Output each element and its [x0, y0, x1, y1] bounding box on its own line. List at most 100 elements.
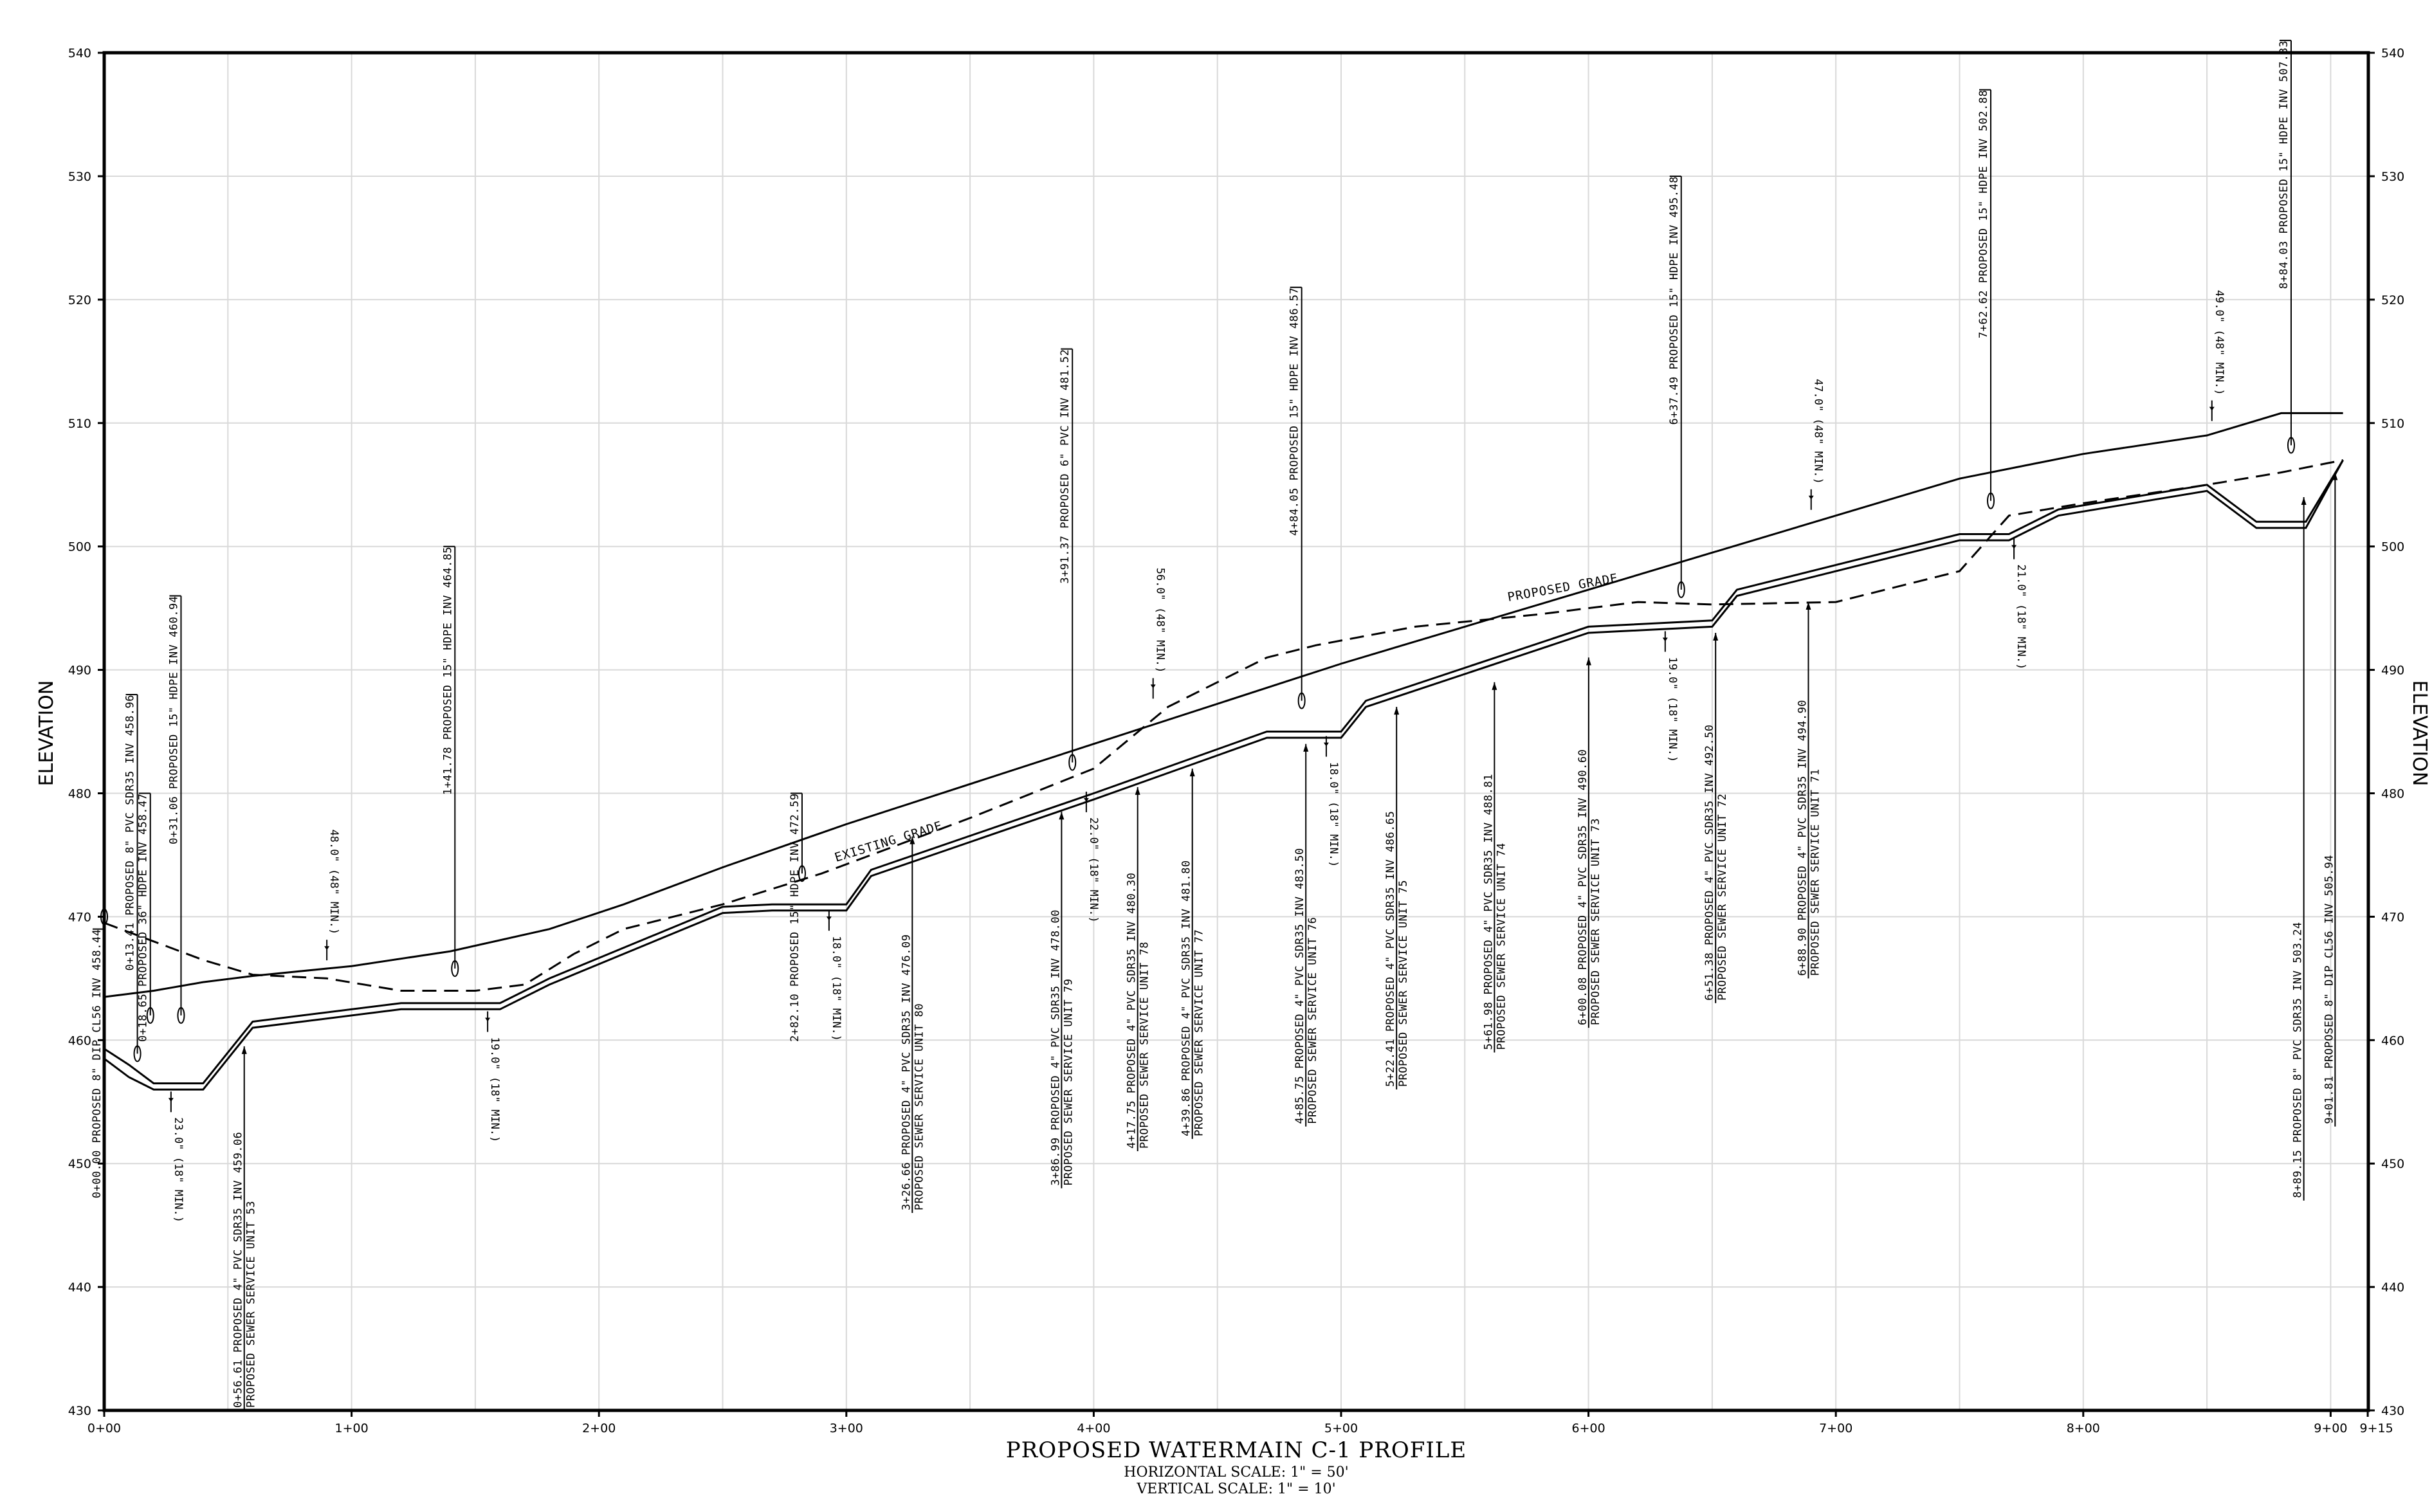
vertical-scale: VERTICAL SCALE: 1" = 10' — [1136, 1481, 1335, 1497]
pipe-crossing-symbol — [177, 1006, 185, 1024]
arrow-icon — [1808, 495, 1814, 500]
drawing-title: PROPOSED WATERMAIN C-1 PROFILE — [1006, 1437, 1467, 1463]
y-tick-label-left: 530 — [68, 170, 91, 184]
arrow-icon — [1806, 602, 1811, 610]
profiles — [104, 412, 2344, 1091]
arrow-icon — [2301, 496, 2307, 505]
service-unit-text: PROPOSED SEWER SERVICE UNIT 79 — [1062, 979, 1075, 1186]
clearance-text: 19.0" (18" MIN.) — [1666, 657, 1679, 762]
y-tick-label-right: 510 — [2381, 417, 2404, 431]
arrow-icon — [1394, 707, 1400, 715]
pipe-crossing-symbol — [146, 1006, 154, 1024]
pipe-crossing-symbol — [133, 1045, 142, 1062]
service-unit-text: PROPOSED SEWER SERVICE UNIT 71 — [1809, 769, 1822, 976]
y-tick-label-right: 540 — [2381, 46, 2404, 60]
clearance-text: 56.0" (48" MIN.) — [1154, 568, 1167, 673]
y-tick-label-right: 490 — [2381, 664, 2404, 678]
y-tick-label-right: 500 — [2381, 540, 2404, 554]
service-text: 0+56.61 PROPOSED 4" PVC SDR35 INV 459.06 — [232, 1132, 245, 1408]
y-tick-label-right: 430 — [2381, 1404, 2404, 1418]
callout-text: 6+37.49 PROPOSED 15" HDPE INV 495.48 — [1668, 176, 1681, 424]
y-tick-label-left: 520 — [68, 293, 91, 307]
x-tick-label: 4+00 — [1077, 1421, 1110, 1435]
pipe-crossing-symbol — [1297, 692, 1306, 709]
y-tick-label-right: 480 — [2381, 787, 2404, 801]
arrow-icon — [241, 1046, 247, 1054]
service-text: 5+22.41 PROPOSED 4" PVC SDR35 INV 486.65 — [1384, 811, 1397, 1087]
service-text: 6+00.08 PROPOSED 4" PVC SDR35 INV 490.60 — [1577, 749, 1589, 1025]
pipe-crossing-symbol — [798, 865, 806, 882]
service-text: 5+61.98 PROPOSED 4" PVC SDR35 INV 488.81 — [1482, 774, 1495, 1050]
y-tick-label-left: 490 — [68, 664, 91, 678]
arrow-icon — [324, 946, 330, 951]
arrow-icon — [2332, 472, 2338, 480]
left-axis-title: ELEVATION — [35, 680, 58, 787]
clearance-text: 22.0" (18" MIN.) — [1087, 817, 1100, 923]
arrow-icon — [1713, 633, 1719, 641]
pipe-crossing-symbol — [1068, 754, 1077, 771]
arrow-icon — [2011, 545, 2017, 549]
clearance-text: 47.0" (48" MIN.) — [1812, 379, 1825, 484]
callout-text: 0+00.00 PROPOSED 8" DIP CL56 INV 458.44 — [91, 929, 104, 1199]
clearance-text: 18.0" (18" MIN.) — [1327, 762, 1340, 868]
y-tick-label-left: 450 — [68, 1157, 91, 1171]
x-tick-label: 7+00 — [1819, 1421, 1852, 1435]
clearance-text: 49.0" (48" MIN.) — [2213, 290, 2226, 396]
service-unit-text: PROPOSED SEWER SERVICE UNIT 80 — [913, 1003, 926, 1210]
service-text: 3+86.99 PROPOSED 4" PVC SDR35 INV 478.00 — [1049, 909, 1062, 1185]
y-tick-label-left: 460 — [68, 1034, 91, 1048]
service-text: 8+89.15 PROPOSED 8" PVC SDR35 INV 503.24 — [2292, 922, 2305, 1198]
arrow-icon — [1150, 684, 1156, 689]
service-unit-text: PROPOSED SEWER SERVICE UNIT 77 — [1193, 929, 1206, 1136]
callout-text: 4+84.05 PROPOSED 15" HDPE INV 486.57 — [1288, 287, 1301, 536]
callout-text: 2+82.10 PROPOSED 15" HDPE INV 472.59 — [789, 794, 801, 1042]
y-tick-label-left: 540 — [68, 46, 91, 60]
service-unit-text: PROPOSED SEWER SERVICE UNIT 73 — [1589, 818, 1602, 1025]
horizontal-scale: HORIZONTAL SCALE: 1" = 50' — [1124, 1464, 1348, 1480]
y-tick-label-right: 530 — [2381, 170, 2404, 184]
x-tick-label: 1+00 — [335, 1421, 369, 1435]
y-tick-label-left: 430 — [68, 1404, 91, 1418]
callout-text: 0+18.65 PROPOSED 36" HDPE INV 458.47 — [137, 794, 150, 1042]
service-text: 9+01.81 PROPOSED 8" DIP CL56 INV 505.94 — [2323, 855, 2336, 1124]
existing-grade-label: EXISTING GRADE — [833, 819, 944, 865]
arrow-icon — [485, 1017, 491, 1022]
service-unit-text: PROPOSED SEWER SERVICE UNIT 72 — [1716, 794, 1729, 1001]
callout-text: 1+41.78 PROPOSED 15" HDPE INV 464.85 — [441, 547, 454, 795]
arrow-icon — [1135, 787, 1140, 795]
arrow-icon — [168, 1098, 174, 1102]
arrow-icon — [1492, 682, 1497, 690]
y-tick-label-right: 440 — [2381, 1280, 2404, 1295]
watermain-bottom-line — [104, 459, 2344, 1091]
callout-text: 8+84.03 PROPOSED 15" HDPE INV 507.33 — [2278, 41, 2290, 289]
service-text: 4+85.75 PROPOSED 4" PVC SDR35 INV 483.50 — [1294, 848, 1306, 1124]
clearance-text: 48.0" (48" MIN.) — [327, 829, 340, 934]
x-tick-label: 2+00 — [582, 1421, 616, 1435]
arrow-icon — [1083, 797, 1089, 802]
x-tick-label: 0+00 — [87, 1421, 121, 1435]
axis-ticks: 0+00 1+00 2+00 3+00 4+00 5+00 6+00 7+00 8+00 9+00… — [68, 46, 2405, 1435]
service-unit-text: PROPOSED SEWER SERVICE UNIT 76 — [1306, 917, 1319, 1124]
arrow-icon — [1586, 657, 1591, 666]
y-tick-label-left: 470 — [68, 910, 91, 924]
service-text: 6+88.90 PROPOSED 4" PVC SDR35 INV 494.90 — [1797, 700, 1809, 976]
callout-text: 3+91.37 PROPOSED 6" PVC INV 481.52 — [1059, 349, 1072, 584]
service-text: 3+26.66 PROPOSED 4" PVC SDR35 INV 476.09 — [900, 934, 913, 1210]
arrow-icon — [826, 916, 832, 921]
x-tick-label: 9+15 — [2360, 1421, 2393, 1435]
y-tick-label-right: 450 — [2381, 1157, 2404, 1171]
y-tick-label-right: 460 — [2381, 1034, 2404, 1048]
existing-grade-line — [104, 459, 2343, 992]
x-tick-label: 5+00 — [1324, 1421, 1358, 1435]
arrow-icon — [2209, 406, 2215, 411]
service-text: 4+17.75 PROPOSED 4" PVC SDR35 INV 480.30 — [1126, 873, 1138, 1149]
right-axis-title: ELEVATION — [2408, 680, 2431, 787]
pipe-crossing-symbol — [1987, 492, 1995, 509]
x-tick-label: 6+00 — [1572, 1421, 1605, 1435]
service-unit-text: PROPOSED SEWER SERVICE UNIT 74 — [1495, 843, 1508, 1050]
callout-text: 7+62.62 PROPOSED 15" HDPE INV 502.88 — [1977, 90, 1990, 338]
clearance-text: 18.0" (18" MIN.) — [830, 936, 843, 1041]
proposed-grade-label: PROPOSED GRADE — [1506, 571, 1619, 605]
pipe-crossing-symbol — [2287, 437, 2295, 454]
